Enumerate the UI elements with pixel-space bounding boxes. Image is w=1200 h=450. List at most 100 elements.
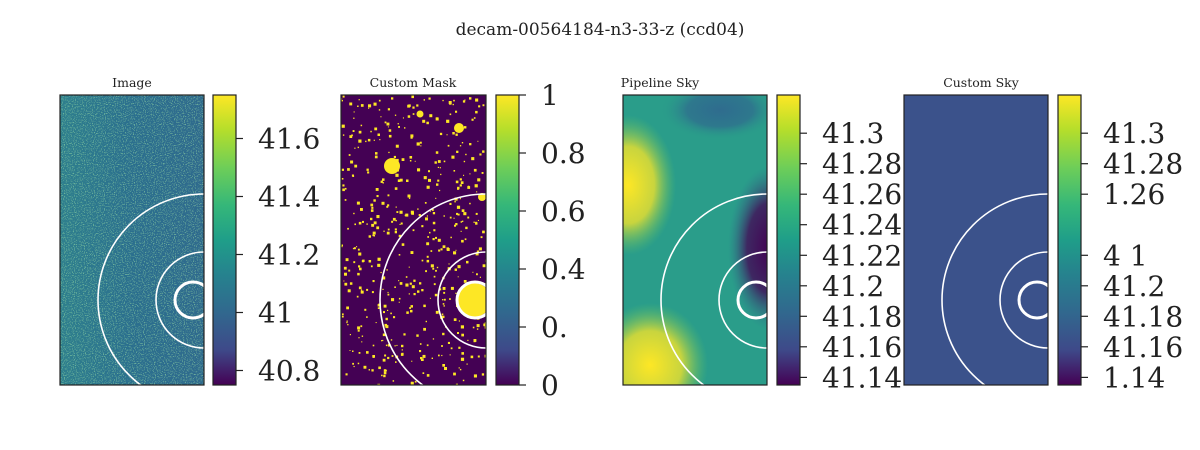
mask-pixel — [432, 267, 435, 270]
mask-pixel — [387, 343, 391, 347]
mask-pixel — [441, 345, 443, 347]
mask-pixel — [406, 311, 409, 314]
mask-pixel — [368, 235, 371, 238]
mask-pixel — [408, 197, 411, 199]
mask-pixel — [375, 188, 379, 191]
mask-pixel — [461, 209, 465, 212]
mask-pixel — [383, 374, 386, 378]
mask-pixel — [367, 138, 371, 142]
mask-pixel — [383, 304, 387, 308]
mask-pixel — [477, 219, 479, 221]
mask-pixel — [360, 104, 364, 107]
mask-pixel — [341, 98, 343, 100]
mask-pixel — [366, 288, 369, 291]
mask-pixel — [399, 223, 401, 225]
mask-pixel — [426, 344, 429, 347]
image-ring-outer — [97, 193, 204, 385]
colorbar-tick-label: 41.18 — [1103, 300, 1183, 333]
mask-pixel — [409, 160, 412, 162]
colorbar-tick-label: 41.2 — [1103, 270, 1165, 303]
mask-pixel — [386, 231, 390, 235]
pipeline-high-top — [623, 115, 676, 255]
mask-pixel — [380, 116, 382, 118]
mask-pixel — [432, 212, 436, 215]
colorbar-tick-label: 41.24 — [822, 209, 902, 242]
mask-pixel — [349, 350, 351, 351]
mask-pixel — [416, 104, 419, 107]
custom-sky-colorbar — [1057, 94, 1082, 386]
mask-pixel — [368, 104, 372, 108]
mask-pixel — [475, 212, 478, 215]
custom-sky-ring-inner — [1017, 280, 1048, 320]
colorbar-tick-label: 0.6 — [541, 195, 586, 228]
panel-custom-mask: Custom Mask 1 0.8 0.6 0.4 0. 0 — [340, 75, 586, 402]
mask-pixel — [388, 151, 390, 154]
mask-pixel — [398, 126, 400, 128]
mask-pixel — [466, 363, 468, 365]
mask-pixel — [399, 282, 403, 285]
mask-pixel — [480, 236, 483, 239]
mask-pixel — [360, 325, 363, 328]
panel-custom-sky: Custom Sky 41.341.281.26 4 141.241.1841.1… — [903, 75, 1183, 394]
mask-pixel — [464, 238, 467, 241]
mask-pixel — [432, 338, 435, 340]
mask-pixel — [409, 307, 411, 309]
mask-pixel — [442, 315, 445, 319]
mask-colorbar-ticks: 1 0.8 0.6 0.4 0. 0 — [519, 79, 586, 402]
mask-pixel — [375, 322, 377, 324]
mask-pixel — [404, 127, 406, 129]
mask-pixel — [430, 264, 434, 268]
mask-pixel — [447, 144, 450, 147]
mask-pixel — [351, 174, 354, 177]
mask-pixel — [388, 134, 392, 138]
mask-pixel — [407, 194, 411, 198]
mask-pixel — [347, 289, 351, 293]
mask-pixel — [344, 272, 347, 276]
mask-pixel — [435, 117, 439, 120]
mask-pixel — [442, 245, 446, 249]
mask-pixel — [358, 221, 362, 225]
mask-pixel — [426, 215, 428, 217]
mask-pixel — [463, 174, 465, 176]
mask-pixel — [412, 113, 415, 115]
mask-pixel — [477, 178, 481, 182]
mask-pixel — [481, 373, 485, 376]
mask-pixel — [371, 369, 374, 372]
mask-pixel — [461, 220, 464, 222]
mask-pixel — [475, 252, 479, 256]
mask-pixel — [454, 268, 457, 271]
mask-pixel — [394, 228, 397, 231]
mask-pixel — [460, 230, 462, 232]
mask-pixel — [383, 369, 387, 372]
mask-pixel — [357, 362, 360, 365]
mask-pixel — [358, 252, 362, 256]
mask-pixel — [439, 132, 443, 136]
mask-pixel — [442, 332, 445, 336]
mask-pixel — [429, 231, 431, 234]
mask-pixel — [358, 337, 360, 339]
mask-pixel — [358, 286, 362, 290]
mask-pixel — [420, 145, 422, 147]
pipeline-colorbar-ticks: 41.341.2841.2641.2441.2241.241.1841.1641… — [800, 117, 902, 394]
mask-pixel — [438, 249, 441, 252]
mask-pixel — [429, 114, 433, 118]
mask-pixel — [476, 250, 479, 253]
mask-pixel — [443, 160, 446, 163]
mask-ring-inner — [455, 280, 486, 320]
mask-pixel — [473, 374, 477, 378]
mask-pixel — [354, 147, 356, 149]
mask-pixel — [383, 311, 385, 314]
mask-pixel — [426, 259, 430, 263]
colorbar-tick-label: 0. — [541, 311, 568, 344]
colorbar-tick-label: 4 1 — [1103, 239, 1148, 272]
mask-pixel — [417, 168, 421, 172]
mask-pixel — [394, 114, 397, 116]
mask-pixel — [387, 356, 390, 360]
mask-pixel — [354, 223, 356, 226]
panel-pipeline-sky: Pipeline Sky 41.341.2841.2641.2441.2241.… — [621, 75, 902, 394]
mask-pixel — [473, 340, 476, 343]
mask-pixel — [401, 158, 405, 161]
image-ring-inner — [173, 280, 204, 320]
mask-pixel — [437, 179, 440, 182]
mask-pixel — [405, 283, 409, 287]
